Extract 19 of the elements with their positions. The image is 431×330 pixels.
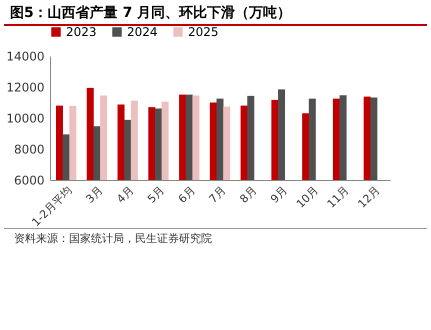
x-tick-label: 8月 [237,184,260,206]
legend-label: 2024 [127,25,158,39]
x-tick-label: 3月 [83,184,106,206]
y-tick-label: 10000 [6,112,44,126]
x-tick-label: 7月 [206,184,228,206]
x-tick-label: 6月 [176,184,198,206]
chart-title: 图5：山西省产量 7 月同、环比下滑（万吨） [4,0,427,26]
y-tick-label: 8000 [14,142,44,156]
x-tick-label: 12月 [355,184,382,211]
y-tick-label: 12000 [6,80,44,94]
x-tick-label: 5月 [145,184,167,206]
x-tick-label: 9月 [268,184,290,206]
x-tick-label: 10月 [294,184,321,211]
legend-label: 2025 [188,25,219,39]
text: 资料来源：国家统计局，民生证券研究院 [4,228,427,248]
legend-label: 2023 [66,25,97,39]
x-tick-label: 4月 [114,184,136,206]
y-tick-label: 14000 [6,50,44,64]
x-tick-label: 11月 [324,184,352,211]
